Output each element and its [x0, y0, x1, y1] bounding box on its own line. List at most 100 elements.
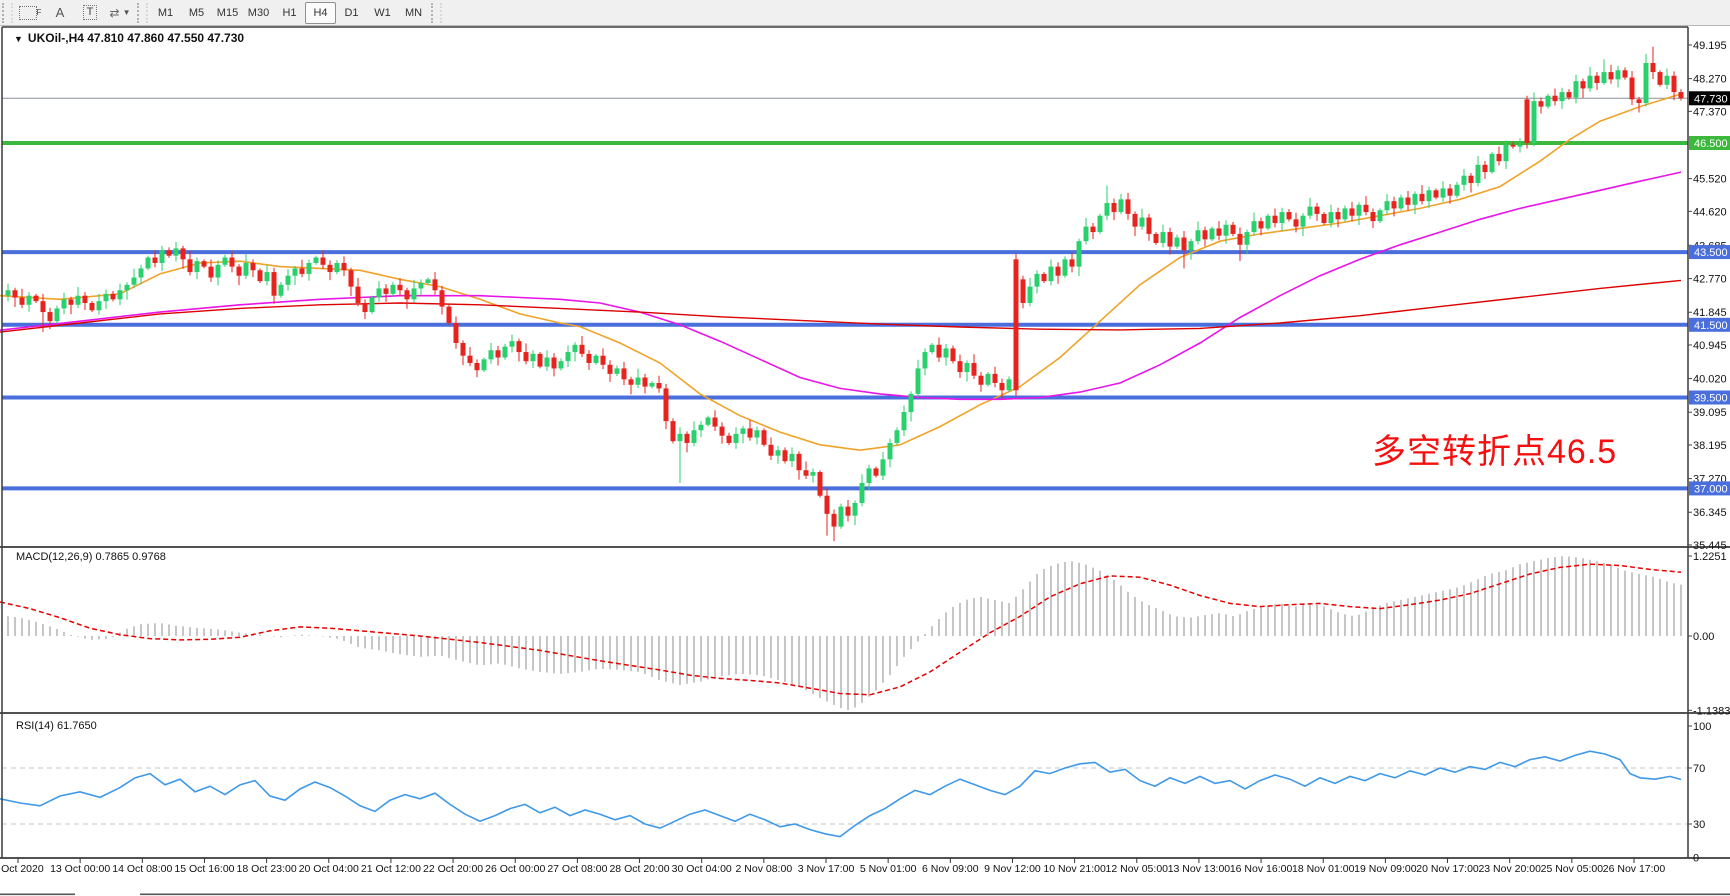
candle-body	[40, 301, 46, 313]
candle-body	[12, 290, 18, 298]
candle-body	[1356, 204, 1362, 216]
candle-body	[782, 450, 788, 462]
candle-body	[663, 388, 669, 422]
candle-body	[1160, 232, 1166, 243]
candle-body	[684, 433, 690, 443]
candle-body	[1167, 232, 1173, 247]
timeframe-button-m5[interactable]: M5	[188, 6, 205, 19]
toolbar-grip[interactable]	[431, 2, 442, 23]
candle-body	[754, 430, 760, 438]
candle-body	[292, 268, 298, 276]
candle-body	[1216, 228, 1222, 236]
candle-body	[1279, 212, 1285, 223]
candle-body	[1377, 210, 1383, 222]
time-tick-label: 5 Nov 01:00	[860, 863, 917, 875]
candle-body	[810, 472, 816, 476]
chart-title: ▼ UKOil-,H4 47.810 47.860 47.550 47.730	[14, 31, 244, 45]
candle-body	[33, 295, 39, 302]
candle-body	[1244, 232, 1250, 245]
candle-body	[614, 368, 620, 374]
timeframe-button-h4[interactable]: H4	[305, 1, 336, 24]
candle-body	[950, 348, 956, 362]
candle-body	[1321, 213, 1327, 223]
candle-body	[474, 362, 480, 371]
candle-body	[1223, 224, 1229, 236]
candle-body	[390, 284, 396, 294]
candle-body	[957, 361, 963, 373]
candle-body	[838, 506, 844, 527]
candle-body	[1461, 175, 1467, 185]
candles	[5, 46, 1684, 542]
candle-body	[488, 350, 494, 360]
ma-fast-line	[0, 93, 1682, 452]
time-tick-label: 3 Nov 17:00	[798, 863, 855, 875]
window-bottom-edge	[140, 893, 1730, 896]
toolbar-grip[interactable]	[2, 2, 13, 23]
candle-body	[1664, 75, 1670, 85]
price-tick-label: 38.195	[1693, 440, 1727, 452]
candle-body	[866, 468, 872, 483]
text-tool-button[interactable]: T	[76, 2, 104, 24]
letter-a-icon: A	[55, 5, 65, 20]
timeframe-button-mn[interactable]: MN	[404, 6, 423, 19]
candle-body	[341, 262, 347, 271]
candle-body	[740, 428, 746, 434]
candle-body	[1622, 70, 1628, 78]
candle-body	[1132, 213, 1138, 227]
timeframe-button-m30[interactable]: M30	[247, 6, 270, 19]
rsi-tick-label: 0	[1693, 853, 1699, 865]
candle-body	[817, 472, 823, 496]
arrow-label-tool-button[interactable]: A	[46, 2, 74, 24]
price-tick-label: 40.945	[1693, 340, 1727, 352]
timeframe-button-d1[interactable]: D1	[344, 6, 359, 19]
candle-body	[1657, 72, 1663, 85]
crosshair-tool-button[interactable]: F	[16, 2, 44, 24]
rsi-tick-label: 100	[1693, 721, 1711, 733]
candle-body	[1293, 219, 1299, 227]
rsi-indicator-label: RSI(14) 61.7650	[16, 720, 97, 732]
candle-body	[481, 359, 487, 371]
candle-body	[68, 299, 74, 305]
price-marker-text: 46.500	[1694, 138, 1728, 150]
candle-body	[880, 459, 886, 476]
candle-body	[1090, 226, 1096, 233]
candle-body	[845, 506, 851, 516]
indicator-arrows-button[interactable]: ⇄ ▼	[106, 2, 134, 24]
candle-body	[600, 355, 606, 365]
candle-body	[593, 355, 599, 363]
candle-body	[621, 368, 627, 380]
candle-body	[26, 295, 32, 305]
candle-body	[1041, 273, 1047, 282]
candle-body	[201, 261, 207, 267]
price-marker-box	[1689, 245, 1730, 260]
timeframe-button-m15[interactable]: M15	[216, 6, 239, 19]
candle-body	[222, 257, 228, 265]
chart-canvas[interactable]: 49.19548.27047.37045.52044.62043.68542.7…	[0, 25, 1730, 896]
candle-body	[313, 257, 319, 263]
candle-body	[978, 375, 984, 385]
candle-body	[1363, 204, 1369, 213]
dropdown-triangle-icon[interactable]: ▼	[14, 34, 23, 44]
toolbar-grip[interactable]	[137, 2, 148, 23]
candle-body	[369, 297, 375, 313]
timeframe-button-h1[interactable]: H1	[282, 6, 297, 19]
timeframe-button-m1[interactable]: M1	[157, 6, 174, 19]
candle-body	[250, 262, 256, 271]
candle-body	[229, 257, 235, 267]
candle-body	[320, 257, 326, 265]
toolbar: F A T ⇄ ▼ M1 M5 M15 M30 H1 H4 D1 W1 MN	[0, 0, 1730, 26]
candle-body	[516, 341, 522, 353]
price-tick-label: 47.370	[1693, 106, 1727, 118]
crosshair-tool-label: F	[36, 8, 42, 17]
timeframe-button-w1[interactable]: W1	[374, 6, 391, 19]
rsi-tick-label: 70	[1693, 763, 1705, 775]
candle-body	[796, 453, 802, 471]
candle-body	[1503, 144, 1509, 162]
price-tick-label: 39.095	[1693, 407, 1727, 419]
candle-body	[264, 272, 270, 282]
time-tick-label: 16 Nov 16:00	[1230, 863, 1293, 875]
candle-body	[712, 417, 718, 427]
candle-body	[404, 290, 410, 300]
candle-body	[1636, 99, 1642, 103]
